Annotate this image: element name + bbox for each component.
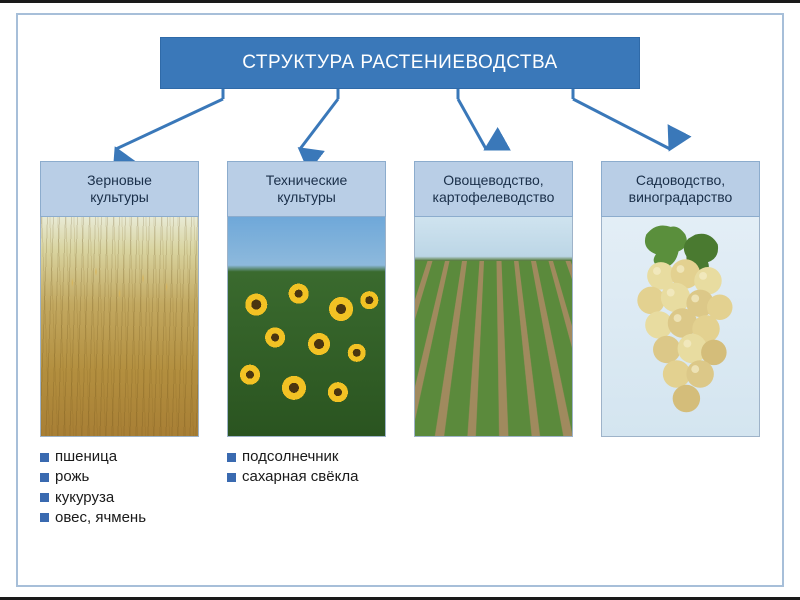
card-label: Зерновыекультуры [40, 161, 199, 217]
bullet-icon [227, 473, 236, 482]
legend-item: подсолнечник [227, 447, 386, 467]
bullet-icon [40, 493, 49, 502]
card-label-text: Зерновыекультуры [87, 172, 152, 206]
legend-text: рожь [55, 467, 89, 487]
legend-row: пшеница рожь кукуруза овес, ячмень [38, 447, 762, 528]
legend-item: пшеница [40, 447, 199, 467]
bullet-icon [40, 453, 49, 462]
legend-item: кукуруза [40, 488, 199, 508]
legend-text: подсолнечник [242, 447, 339, 467]
legend-text: пшеница [55, 447, 117, 467]
card-label: Овощеводство,картофелеводство [414, 161, 573, 217]
card-vegetables: Овощеводство,картофелеводство [414, 161, 573, 437]
arrow-connectors [38, 89, 762, 161]
diagram-title: СТРУКТУРА РАСТЕНИЕВОДСТВА [160, 37, 640, 89]
card-label-text: Техническиекультуры [266, 172, 348, 206]
card-image-grapes [601, 217, 760, 437]
card-label-text: Садоводство,виноградарство [629, 172, 733, 206]
card-label: Садоводство,виноградарство [601, 161, 760, 217]
legend-technical: подсолнечник сахарная свёкла [227, 447, 386, 528]
card-label: Техническиекультуры [227, 161, 386, 217]
bullet-icon [227, 453, 236, 462]
card-label-text: Овощеводство,картофелеводство [433, 172, 555, 206]
bullet-icon [40, 473, 49, 482]
bullet-icon [40, 513, 49, 522]
card-technical: Техническиекультуры [227, 161, 386, 437]
legend-vegetables [414, 447, 573, 528]
legend-text: сахарная свёкла [242, 467, 358, 487]
branch-cards: Зерновыекультуры Техническиекультуры Ово… [38, 161, 762, 437]
legend-text: овес, ячмень [55, 508, 146, 528]
card-image-sunflower [227, 217, 386, 437]
legend-grain: пшеница рожь кукуруза овес, ячмень [40, 447, 199, 528]
legend-item: сахарная свёкла [227, 467, 386, 487]
card-horticulture: Садоводство,виноградарство [601, 161, 760, 437]
card-image-wheat [40, 217, 199, 437]
legend-horticulture [601, 447, 760, 528]
legend-item: овес, ячмень [40, 508, 199, 528]
card-image-rowfield [414, 217, 573, 437]
diagram-frame: СТРУКТУРА РАСТЕНИЕВОДСТВА [16, 13, 784, 587]
card-grain: Зерновыекультуры [40, 161, 199, 437]
legend-item: рожь [40, 467, 199, 487]
legend-text: кукуруза [55, 488, 114, 508]
